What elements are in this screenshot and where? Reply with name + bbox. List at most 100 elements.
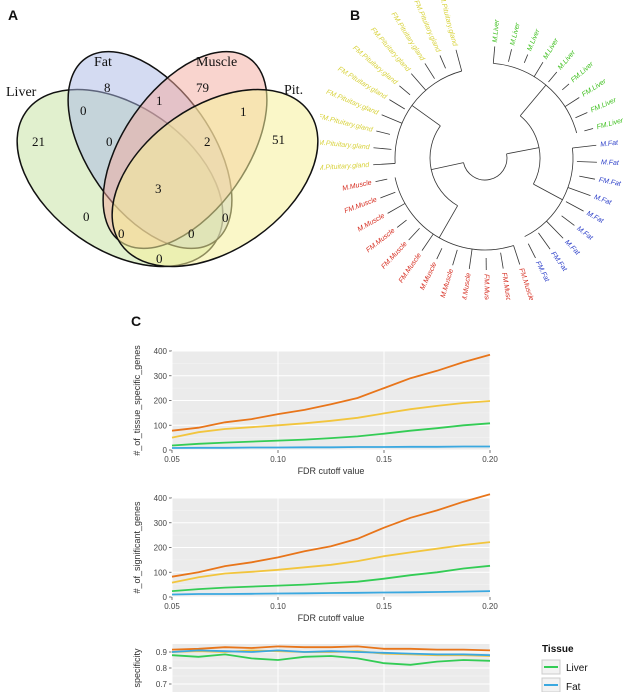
leaf-label: FM.Liver (570, 60, 596, 84)
leaf-label: FM.Liver (581, 78, 608, 99)
leaf-label: FM.Fat (534, 260, 551, 284)
leaf-branch (399, 86, 410, 95)
leaf-branch (566, 202, 584, 211)
leaf-branch (528, 244, 535, 258)
y-tick-label: 0.9 (156, 648, 168, 657)
merge-arc (430, 126, 458, 206)
leaf-label: FM.Fat (598, 177, 622, 188)
venn-count-liver-fat-pit: 0 (188, 226, 195, 241)
leaf-label: FM.Liver (596, 117, 625, 131)
y-axis-label: specificity (132, 648, 142, 688)
x-tick-label: 0.10 (270, 602, 286, 611)
leaf-branch (562, 84, 569, 90)
leaf-branch (575, 112, 587, 117)
leaf-label: M.Pituitary.gland (320, 162, 371, 172)
cluster-arc (395, 177, 513, 250)
leaf-label: FM.Pituitary.gland (320, 113, 374, 134)
venn-label-fat: Fat (94, 55, 112, 70)
leaf-label: FM.Muscle (365, 227, 396, 254)
legend: Tissue Liver Fat (538, 640, 628, 692)
leaf-branch (425, 63, 435, 78)
leaf-branch (501, 253, 504, 269)
leaf-label: M.Fat (575, 225, 594, 242)
legend-label-fat: Fat (566, 682, 581, 692)
leaf-label: M.Fat (593, 194, 613, 207)
leaf-branch (534, 62, 543, 77)
leaf-branch (397, 220, 406, 227)
cluster-stem (533, 184, 562, 200)
venn-count-liver-muscle-pit: 0 (118, 226, 125, 241)
x-tick-label: 0.10 (270, 455, 286, 464)
x-tick-label: 0.15 (376, 602, 392, 611)
leaf-label: M.Liver (492, 19, 501, 43)
leaf-branch (376, 131, 390, 134)
leaf-branch (562, 216, 575, 226)
y-tick-label: 0.7 (156, 680, 168, 689)
cluster-stem (439, 206, 457, 238)
leaf-branch (422, 234, 433, 251)
leaf-label: FM.Liver (590, 97, 618, 115)
leaf-label: FM.Fat (549, 251, 568, 274)
leaf-branch (572, 145, 596, 148)
panel-b-letter: B (350, 7, 360, 23)
leaf-label: M.Fat (563, 239, 581, 257)
x-axis-label: FDR cutoff value (298, 466, 365, 476)
venn-count-liver-only: 21 (32, 134, 45, 149)
cluster-stem (520, 85, 546, 116)
leaf-branch (409, 228, 420, 240)
leaf-branch (456, 50, 462, 71)
chart-specificity: 0.7 0.8 0.9 specificity (130, 638, 500, 692)
venn-label-pit: Pit. (284, 83, 303, 98)
merge-stem (507, 148, 539, 154)
venn-count-fat-muscle-pit: 2 (204, 134, 211, 149)
y-tick-label: 0.8 (156, 664, 168, 673)
leaf-label: FM.Muscle (398, 252, 423, 284)
leaf-branch (538, 233, 550, 249)
x-axis-label: FDR cutoff value (298, 613, 365, 623)
leaf-branch (373, 148, 391, 150)
venn-count-fat-only: 8 (104, 80, 111, 95)
venn-count-fat-muscle: 1 (156, 93, 163, 108)
leaf-branch (382, 115, 402, 123)
leaf-branch (577, 161, 597, 162)
leaf-branch (388, 203, 405, 213)
cluster-stem (412, 105, 440, 125)
y-tick-label: 0 (163, 446, 168, 455)
leaf-label: FM.Muscle (344, 196, 379, 215)
y-tick-label: 100 (154, 568, 168, 577)
venn-count-all: 3 (155, 181, 162, 196)
legend-label-liver: Liver (566, 663, 588, 674)
leaf-label: M.Muscle (461, 272, 472, 300)
y-tick-label: 400 (154, 347, 168, 356)
leaf-label: M.Muscle (419, 261, 438, 291)
y-tick-label: 200 (154, 544, 168, 553)
venn-count-pit-only: 51 (272, 132, 285, 147)
leaf-label: M.Liver (509, 22, 521, 47)
leaf-branch (565, 98, 579, 107)
y-tick-label: 200 (154, 397, 168, 406)
x-tick-label: 0.20 (482, 455, 498, 464)
leaf-branch (469, 249, 472, 269)
venn-count-liver-fat-muscle: 0 (106, 134, 113, 149)
leaf-branch (453, 250, 458, 265)
dendrogram-branches (373, 46, 597, 270)
venn-count-fat-pit: 0 (222, 210, 229, 225)
venn-count-muscle-pit: 1 (240, 104, 247, 119)
leaf-branch (411, 74, 425, 91)
x-tick-label: 0.20 (482, 602, 498, 611)
panel-a-letter: A (8, 7, 18, 23)
leaf-label: FM.Pituitary.gland (320, 139, 371, 151)
leaf-branch (376, 179, 388, 182)
y-axis-label: #_of_tissue_specific_genes (132, 345, 142, 456)
x-tick-label: 0.05 (164, 455, 180, 464)
leaf-branch (568, 188, 591, 196)
venn-count-liver-fat: 0 (80, 103, 87, 118)
leaf-branch (508, 49, 511, 62)
leaf-label: M.Fat (601, 159, 620, 167)
leaf-label: FM.Muscle (380, 241, 409, 271)
root-arc (463, 154, 507, 180)
